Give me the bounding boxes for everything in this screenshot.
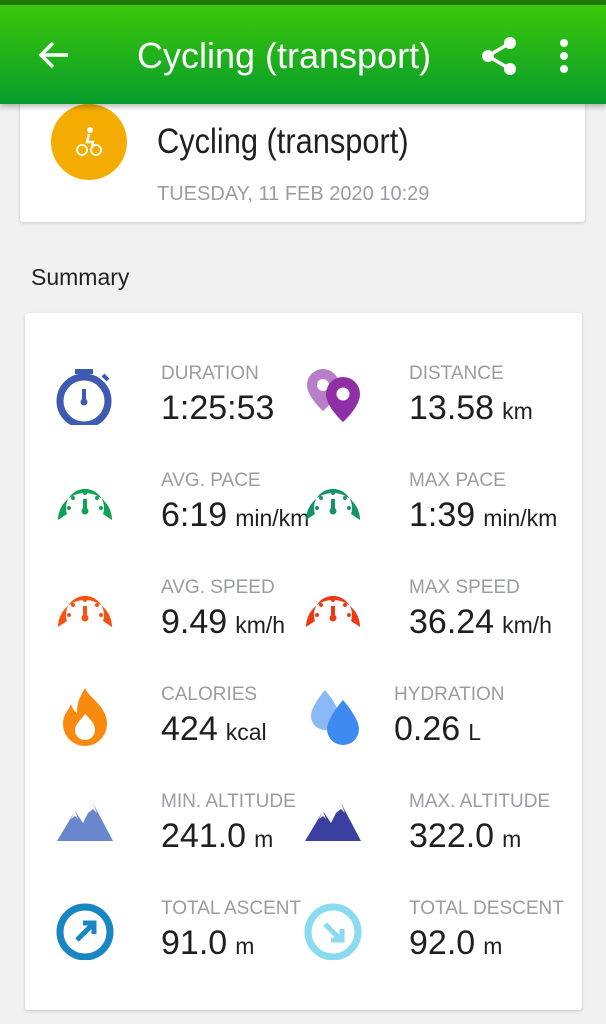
stat-label: MAX PACE [409, 470, 506, 491]
stat-unit: min/km [235, 505, 310, 531]
stat-calories: CALORIES 424 kcal [55, 684, 305, 774]
stat-unit: L [468, 719, 481, 745]
stat-max-altitude: MAX. ALTITUDE 322.0 m [303, 791, 553, 881]
stat-label: MAX. ALTITUDE [409, 791, 551, 812]
stat-value: 424 kcal [161, 710, 267, 748]
stopwatch-icon [56, 369, 112, 425]
share-icon[interactable] [478, 35, 520, 77]
stat-hydration: HYDRATION 0.26 L [303, 684, 553, 774]
more-vert-icon[interactable] [552, 37, 576, 77]
stat-total-descent: TOTAL DESCENT 92.0 m [303, 898, 564, 988]
stat-value: 36.24 km/h [409, 603, 552, 641]
activity-name: Cycling (transport) [157, 122, 409, 161]
arrow-down-right-circle-icon [304, 903, 362, 960]
speedometer-icon [306, 595, 360, 627]
speedometer-icon [306, 488, 360, 520]
map-pins-icon [307, 369, 360, 422]
stat-unit: km/h [502, 612, 552, 638]
activity-date: TUESDAY, 11 FEB 2020 10:29 [157, 183, 430, 205]
stat-min-altitude: MIN. ALTITUDE 241.0 m [55, 791, 305, 881]
stat-label: TOTAL DESCENT [409, 898, 564, 919]
stat-label: HYDRATION [394, 684, 505, 705]
stat-value: 241.0 m [161, 817, 274, 855]
stat-avg-pace: AVG. PACE 6:19 min/km [55, 470, 309, 560]
stat-unit: km/h [235, 612, 286, 638]
stat-label: AVG. SPEED [161, 577, 275, 598]
page-title: Cycling (transport) [137, 35, 432, 76]
stat-unit: m [502, 826, 522, 852]
stat-max-speed: MAX SPEED 36.24 km/h [303, 577, 553, 667]
stat-value: 9.49 km/h [161, 603, 286, 641]
stat-max-pace: MAX PACE 1:39 min/km [303, 470, 557, 560]
stat-unit: m [235, 933, 255, 959]
stat-label: MIN. ALTITUDE [161, 791, 296, 812]
stat-label: MAX SPEED [409, 577, 520, 598]
mountain-icon [57, 803, 113, 841]
stat-value: 1:25:53 [161, 389, 275, 427]
activity-header-card: Cycling (transport) TUESDAY, 11 FEB 2020… [20, 96, 585, 222]
summary-heading: Summary [31, 264, 130, 290]
stat-value: 6:19 min/km [161, 496, 310, 534]
stat-value: 13.58 km [409, 389, 533, 427]
speedometer-icon [58, 595, 112, 627]
stat-label: CALORIES [161, 684, 258, 705]
arrow-left-icon[interactable] [34, 35, 74, 75]
stat-total-ascent: TOTAL ASCENT 91.0 m [55, 898, 305, 988]
speedometer-icon [58, 488, 112, 520]
summary-card: DURATION 1:25:53 DISTANCE 13.58 km AVG. P… [25, 313, 582, 1010]
stat-unit: kcal [225, 719, 267, 745]
stat-value: 322.0 m [409, 817, 522, 855]
bicycle-icon [76, 127, 102, 156]
flame-icon [63, 688, 107, 746]
stat-label: AVG. PACE [161, 470, 261, 491]
stat-value: 91.0 m [161, 924, 255, 962]
stat-value: 92.0 m [409, 924, 503, 962]
activity-avatar [51, 104, 127, 180]
stat-value: 0.26 L [394, 710, 481, 748]
stat-unit: min/km [483, 505, 558, 531]
mountain-icon [305, 803, 361, 841]
arrow-up-right-circle-icon [56, 903, 114, 960]
water-drops-icon [311, 690, 359, 745]
stat-label: DURATION [161, 363, 259, 384]
stat-unit: km [502, 398, 533, 424]
app-bar: Cycling (transport) [0, 0, 606, 104]
stat-distance: DISTANCE 13.58 km [303, 363, 553, 453]
stat-label: TOTAL ASCENT [161, 898, 302, 919]
stat-value: 1:39 min/km [409, 496, 558, 534]
stat-avg-speed: AVG. SPEED 9.49 km/h [55, 577, 305, 667]
stat-unit: m [483, 933, 503, 959]
stat-unit: m [254, 826, 274, 852]
stat-duration: DURATION 1:25:53 [55, 363, 305, 453]
stat-label: DISTANCE [409, 363, 504, 384]
